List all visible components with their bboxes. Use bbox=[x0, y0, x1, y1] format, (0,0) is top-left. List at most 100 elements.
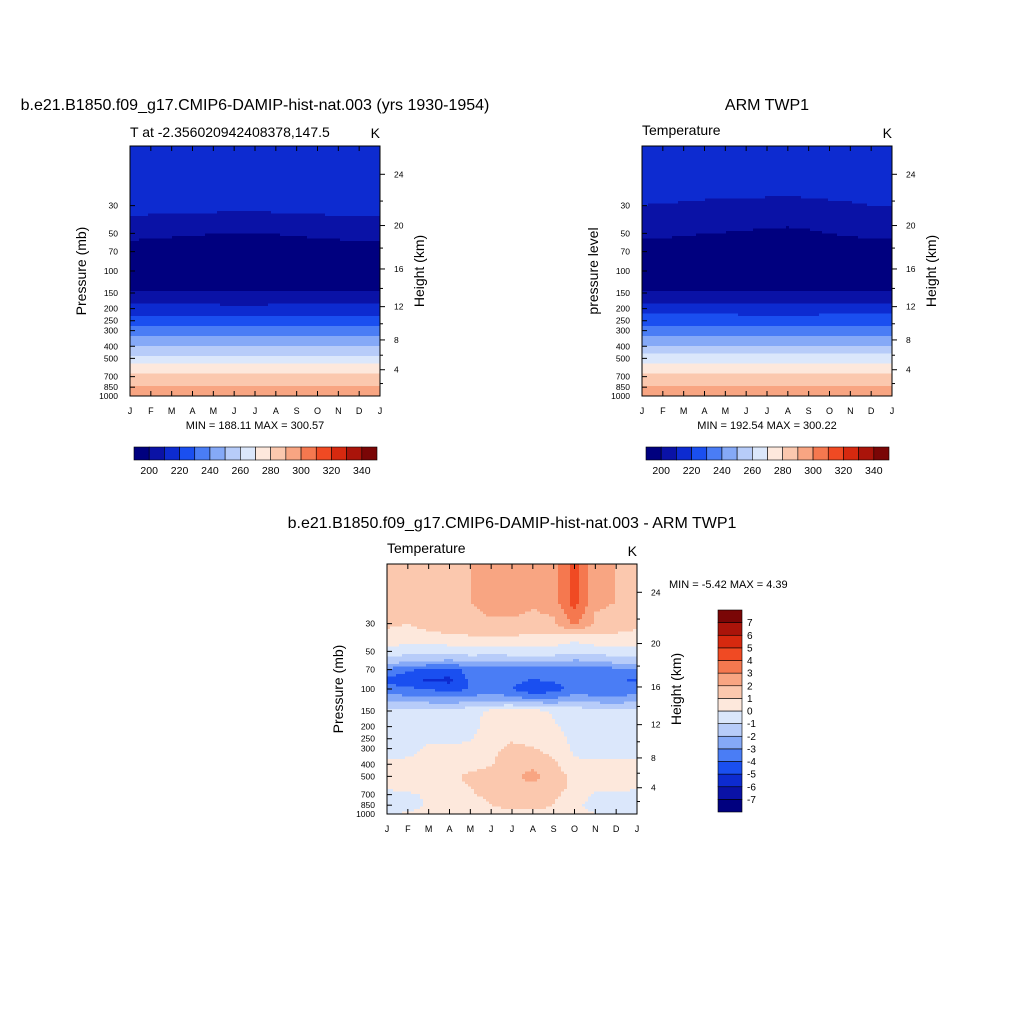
contour-cell bbox=[139, 301, 143, 305]
contour-cell bbox=[169, 178, 173, 182]
contour-cell bbox=[133, 271, 137, 275]
contour-cell bbox=[148, 148, 152, 152]
contour-cell bbox=[253, 373, 257, 377]
contour-cell bbox=[193, 336, 197, 340]
contour-cell bbox=[268, 273, 272, 277]
contour-cell bbox=[172, 276, 176, 280]
contour-cell bbox=[202, 248, 206, 252]
contour-cell bbox=[238, 246, 242, 250]
contour-cell bbox=[223, 361, 227, 365]
contour-cell bbox=[130, 301, 134, 305]
contour-cell bbox=[181, 291, 185, 295]
contour-cell bbox=[229, 218, 233, 222]
contour-cell bbox=[217, 163, 221, 167]
contour-cell bbox=[268, 171, 272, 175]
contour-cell bbox=[250, 361, 254, 365]
contour-cell bbox=[274, 198, 278, 202]
contour-cell bbox=[250, 323, 254, 327]
contour-cell bbox=[235, 246, 239, 250]
contour-cell bbox=[142, 376, 146, 380]
contour-cell bbox=[274, 246, 278, 250]
contour-cell bbox=[277, 283, 281, 287]
contour-cell bbox=[190, 328, 194, 332]
contour-cell bbox=[160, 381, 164, 385]
contour-cell bbox=[244, 263, 248, 267]
contour-cell bbox=[208, 361, 212, 365]
contour-cell bbox=[220, 291, 224, 295]
contour-cell bbox=[223, 193, 227, 197]
contour-cell bbox=[208, 258, 212, 262]
contour-cell bbox=[178, 183, 182, 187]
contour-cell bbox=[160, 236, 164, 240]
contour-cell bbox=[256, 186, 260, 190]
contour-cell bbox=[217, 356, 221, 360]
contour-cell bbox=[274, 346, 278, 350]
contour-cell bbox=[259, 386, 263, 390]
contour-cell bbox=[220, 216, 224, 220]
contour-cell bbox=[136, 356, 140, 360]
contour-cell bbox=[217, 271, 221, 275]
contour-cell bbox=[133, 331, 137, 335]
contour-cell bbox=[184, 211, 188, 215]
contour-cell bbox=[172, 353, 176, 357]
contour-cell bbox=[244, 216, 248, 220]
contour-cell bbox=[166, 226, 170, 230]
contour-cell bbox=[241, 201, 245, 205]
contour-cell bbox=[241, 181, 245, 185]
contour-cell bbox=[202, 288, 206, 292]
contour-cell bbox=[163, 256, 167, 260]
contour-cell bbox=[136, 338, 140, 342]
contour-cell bbox=[202, 191, 206, 195]
contour-cell bbox=[256, 298, 260, 302]
contour-cell bbox=[178, 178, 182, 182]
contour-cell bbox=[205, 218, 209, 222]
contour-cell bbox=[202, 298, 206, 302]
contour-cell bbox=[256, 348, 260, 352]
contour-cell bbox=[247, 248, 251, 252]
contour-cell bbox=[181, 166, 185, 170]
contour-cell bbox=[184, 181, 188, 185]
contour-cell bbox=[244, 211, 248, 215]
contour-cell bbox=[208, 313, 212, 317]
contour-cell bbox=[211, 383, 215, 387]
contour-cell bbox=[193, 208, 197, 212]
contour-cell bbox=[130, 176, 134, 180]
contour-cell bbox=[265, 281, 269, 285]
contour-cell bbox=[253, 173, 257, 177]
contour-cell bbox=[193, 306, 197, 310]
contour-cell bbox=[208, 268, 212, 272]
contour-cell bbox=[232, 361, 236, 365]
contour-cell bbox=[256, 361, 260, 365]
contour-cell bbox=[157, 371, 161, 375]
contour-cell bbox=[181, 168, 185, 172]
contour-cell bbox=[166, 373, 170, 377]
contour-cell bbox=[253, 231, 257, 235]
contour-cell bbox=[133, 203, 137, 207]
contour-cell bbox=[262, 318, 266, 322]
contour-cell bbox=[226, 386, 230, 390]
contour-cell bbox=[265, 298, 269, 302]
contour-cell bbox=[142, 311, 146, 315]
contour-cell bbox=[184, 278, 188, 282]
contour-cell bbox=[220, 248, 224, 252]
contour-cell bbox=[136, 323, 140, 327]
contour-cell bbox=[256, 203, 260, 207]
contour-cell bbox=[253, 336, 257, 340]
contour-cell bbox=[205, 256, 209, 260]
contour-cell bbox=[220, 188, 224, 192]
contour-cell bbox=[271, 218, 275, 222]
contour-cell bbox=[145, 148, 149, 152]
contour-cell bbox=[202, 196, 206, 200]
contour-cell bbox=[259, 216, 263, 220]
contour-cell bbox=[148, 178, 152, 182]
contour-cell bbox=[202, 381, 206, 385]
contour-cell bbox=[271, 251, 275, 255]
contour-cell bbox=[208, 203, 212, 207]
contour-cell bbox=[172, 338, 176, 342]
contour-cell bbox=[277, 223, 281, 227]
contour-cell bbox=[208, 326, 212, 330]
contour-cell bbox=[211, 148, 215, 152]
contour-cell bbox=[166, 383, 170, 387]
contour-cell bbox=[223, 393, 227, 396]
contour-cell bbox=[211, 221, 215, 225]
